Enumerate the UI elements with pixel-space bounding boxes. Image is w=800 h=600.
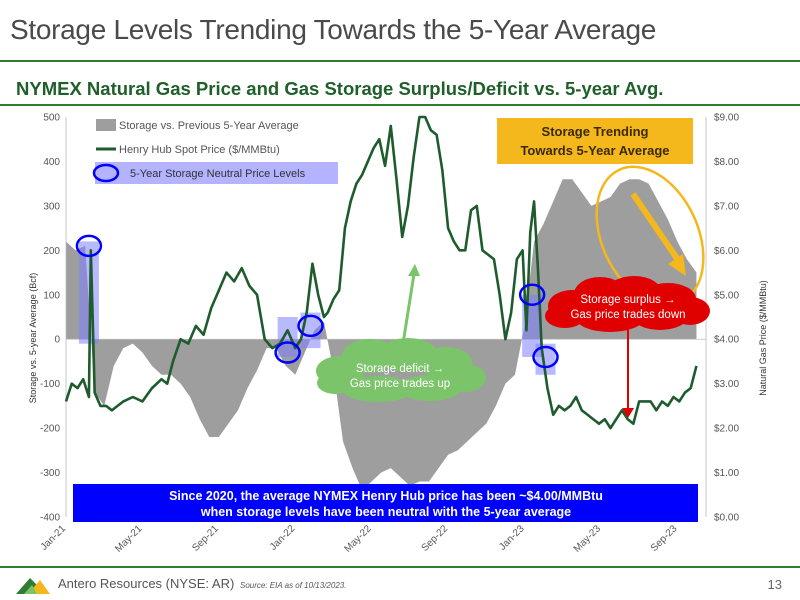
neutral-price-markers [75,234,559,369]
footer-divider [0,566,800,568]
y-tick-label: -400 [40,513,60,524]
title-divider [0,60,800,62]
neutral-marker-circle [518,283,546,307]
subtitle-divider [0,104,800,106]
neutral-band [277,317,298,357]
green-callout-line1: Storage deficit → [356,363,444,375]
left-axis-label: Storage vs. 5-year Average (Bcf) [28,273,38,403]
y-tick-label: -300 [40,468,60,479]
legend-circle-icon [92,163,120,183]
orange-callout-line2: Towards 5-Year Average [520,143,669,158]
storage-price-chart: 500 400 300 200 100 0 -100 -200 -300 -400 $9.00 $8… [28,113,768,555]
y2-tick-label: $1.00 [714,468,739,479]
trend-arrow-shaft [630,192,681,262]
page-number: 13 [767,577,782,592]
right-axis-label: Natural Gas Price ($/MMBtu) [758,280,768,396]
red-callout-line1: Storage surplus → [580,294,675,306]
y-tick-label: -200 [40,424,60,435]
storage-area [66,179,697,491]
orange-callout-box [497,118,693,164]
x-tick-label: Jan-23 [497,523,527,553]
green-callout-line2: Gas price trades up [350,378,450,390]
orange-callout-line1: Storage Trending [542,124,649,139]
left-axis-ticks: 500 400 300 200 100 0 -100 -200 -300 -400 [40,113,60,524]
x-axis-ticks: Jan-21 May-21 Sep-21 Jan-22 May-22 Sep-22 Jan-… [39,523,680,555]
legend-label-price: Henry Hub Spot Price ($/MMBtu) [119,144,280,156]
legend-neutral-box [95,162,338,184]
company-logo-icon [16,578,50,594]
chart-legend: Storage vs. Previous 5-Year Average Henr… [92,119,338,184]
right-axis-ticks: $9.00 $8.00 $7.00 $6.00 $5.00 $4.00 $3.00 $2.00… [714,113,739,524]
red-arrow-head [622,408,634,418]
x-tick-label: May-22 [342,523,374,555]
neutral-marker-circle [297,314,324,338]
bottom-banner-line1: Since 2020, the average NYMEX Henry Hub … [169,489,603,503]
red-callout-line2: Gas price trades down [570,309,685,321]
slide-title: Storage Levels Trending Towards the 5-Ye… [10,14,657,45]
neutral-marker-circle [274,341,301,364]
y2-tick-label: $0.00 [714,513,739,524]
y2-tick-label: $9.00 [714,113,739,124]
green-arrow-head [408,264,420,276]
green-callout-cloud [316,338,486,402]
y-tick-label: -100 [40,379,60,390]
x-tick-label: Sep-22 [420,523,451,554]
storage-area-series [66,179,697,491]
y2-tick-label: $7.00 [714,201,739,212]
y2-tick-label: $2.00 [714,424,739,435]
y-tick-label: 400 [43,157,60,168]
chart-subtitle: NYMEX Natural Gas Price and Gas Storage … [16,78,664,99]
x-tick-label: May-23 [572,523,604,555]
henry-hub-price-series [64,115,698,430]
legend-label-neutral: 5-Year Storage Neutral Price Levels [130,168,306,180]
x-tick-label: Jan-22 [268,523,298,553]
neutral-marker-circle [75,234,103,258]
y2-tick-label: $5.00 [714,290,739,301]
red-callout-cloud [545,276,710,332]
x-tick-label: Jan-21 [39,523,69,553]
legend-swatch-storage [96,119,116,131]
y-tick-label: 100 [43,290,60,301]
y-tick-label: 200 [43,246,60,257]
y2-tick-label: $4.00 [714,335,739,346]
price-line [64,115,698,430]
trend-arrow-head [668,254,686,276]
source-note: Source: EIA as of 10/13/2023. [240,581,347,590]
neutral-marker-circle [532,345,559,369]
y-tick-label: 300 [43,201,60,212]
y-tick-label: 500 [43,113,60,124]
x-tick-label: Sep-21 [190,523,221,554]
x-tick-label: May-21 [113,523,145,555]
bottom-banner-line2: when storage levels have been neutral wi… [200,505,571,519]
bottom-banner [73,484,698,522]
company-name: Antero Resources (NYSE: AR) [58,576,235,591]
green-arrow-shaft [400,273,416,351]
y2-tick-label: $3.00 [714,379,739,390]
y-tick-label: 0 [54,335,60,346]
y2-tick-label: $8.00 [714,157,739,168]
y2-tick-label: $6.00 [714,246,739,257]
x-tick-label: Sep-23 [649,523,680,554]
legend-label-storage: Storage vs. Previous 5-Year Average [119,120,299,132]
